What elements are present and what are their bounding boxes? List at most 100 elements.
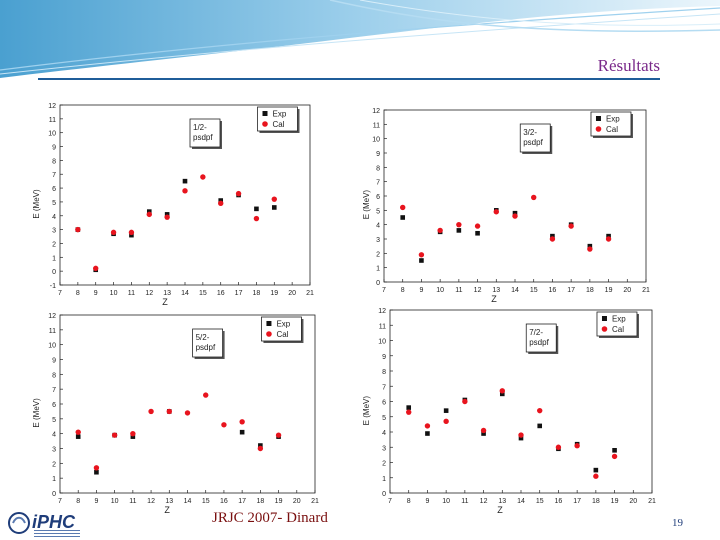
page-title: Résultats xyxy=(597,56,660,75)
x-tick-label: 21 xyxy=(642,287,650,294)
x-tick-label: 13 xyxy=(498,498,506,505)
x-tick-label: 19 xyxy=(275,498,283,505)
cal-point xyxy=(587,246,593,252)
x-tick-label: 19 xyxy=(611,498,619,505)
cal-point xyxy=(611,453,618,460)
cal-point xyxy=(518,432,524,438)
exp-point xyxy=(271,205,277,210)
exp-point xyxy=(254,206,259,212)
x-tick-label: 16 xyxy=(555,498,563,505)
x-tick-label: 20 xyxy=(288,290,296,297)
x-axis-label: Z xyxy=(497,505,503,515)
cal-point xyxy=(166,408,172,415)
x-tick-label: 17 xyxy=(235,290,243,297)
y-tick-label: 4 xyxy=(52,214,56,221)
legend-exp-label: Exp xyxy=(612,315,626,324)
y-tick-label: 7 xyxy=(376,180,380,187)
x-tick-label: 16 xyxy=(217,290,225,297)
x-tick-label: 10 xyxy=(110,290,118,297)
plot-frame xyxy=(59,314,316,494)
x-tick-label: 21 xyxy=(648,498,656,505)
y-tick-label: 7 xyxy=(52,387,56,394)
y-tick-label: 0 xyxy=(52,491,56,498)
y-tick-label: 2 xyxy=(376,251,380,258)
y-axis-label: E (MeV) xyxy=(32,398,41,428)
x-tick-label: 12 xyxy=(147,498,155,505)
y-tick-label: 12 xyxy=(48,313,56,320)
x-tick-label: 14 xyxy=(511,287,519,294)
exp-point xyxy=(182,178,188,184)
exp-point xyxy=(146,209,152,214)
y-axis-label: E (MeV) xyxy=(362,396,371,426)
exp-point xyxy=(481,431,486,436)
y-tick-label: 11 xyxy=(379,323,386,330)
x-tick-label: 10 xyxy=(111,498,119,505)
x-tick-label: 17 xyxy=(573,498,581,505)
exp-point xyxy=(94,469,99,475)
y-tick-label: 5 xyxy=(52,417,56,424)
y-tick-label: 10 xyxy=(378,339,386,346)
cal-point xyxy=(400,204,406,211)
plot-frame xyxy=(383,109,647,283)
x-axis-label: Z xyxy=(164,505,170,515)
exp-point xyxy=(550,233,555,239)
annotation-label: 3/2-psdpf xyxy=(523,128,543,147)
cal-point xyxy=(130,430,136,437)
y-tick-label: 9 xyxy=(376,151,380,158)
x-tick-label: 13 xyxy=(165,498,173,505)
y-tick-label: 5 xyxy=(52,200,56,207)
cal-point xyxy=(164,214,170,220)
y-tick-label: 5 xyxy=(382,415,386,422)
y-tick-label: 12 xyxy=(378,308,386,315)
cal-point xyxy=(512,213,518,219)
legend-cal-marker xyxy=(601,326,608,332)
y-tick-label: 11 xyxy=(49,328,56,335)
x-tick-label: 8 xyxy=(401,287,405,294)
legend-cal-label: Cal xyxy=(606,125,618,134)
y-tick-label: 8 xyxy=(382,369,386,376)
cal-point xyxy=(257,445,264,452)
exp-point xyxy=(130,434,136,439)
y-tick-label: 7 xyxy=(382,384,386,391)
y-tick-label: 11 xyxy=(49,117,56,124)
legend-cal-label: Cal xyxy=(612,325,624,334)
cal-point xyxy=(443,418,449,425)
cal-point xyxy=(110,229,117,236)
plot-frame xyxy=(59,104,311,286)
cal-point xyxy=(406,409,412,415)
y-tick-label: 2 xyxy=(52,461,56,468)
x-tick-label: 8 xyxy=(407,498,411,505)
cal-point xyxy=(275,432,282,438)
y-tick-label: 1 xyxy=(382,476,386,483)
y-tick-label: 3 xyxy=(52,447,56,454)
cal-point xyxy=(93,265,99,272)
y-tick-label: 3 xyxy=(376,237,380,244)
y-tick-label: 8 xyxy=(376,165,380,172)
cal-point xyxy=(424,423,431,429)
legend-exp-marker xyxy=(601,316,607,321)
y-tick-label: 10 xyxy=(48,343,56,350)
y-tick-label: 8 xyxy=(52,158,56,165)
cal-point xyxy=(499,388,505,394)
legend-exp-label: Exp xyxy=(606,115,620,124)
iphc-logo: iPHC xyxy=(4,506,84,540)
cal-point xyxy=(75,429,81,435)
y-tick-label: 9 xyxy=(52,145,56,152)
cal-point xyxy=(271,196,277,202)
x-tick-label: 18 xyxy=(586,287,594,294)
legend-exp-marker xyxy=(262,111,268,116)
y-tick-label: 3 xyxy=(52,228,56,235)
page-number: 19 xyxy=(672,517,683,529)
y-tick-label: 6 xyxy=(376,194,380,201)
exp-point xyxy=(406,405,412,410)
x-tick-label: 12 xyxy=(145,290,153,297)
x-tick-label: 20 xyxy=(629,498,637,505)
x-tick-label: 11 xyxy=(129,498,136,505)
annotation-box xyxy=(192,328,224,358)
cal-point xyxy=(568,223,574,229)
y-tick-label: 12 xyxy=(372,108,380,115)
x-tick-label: 9 xyxy=(94,290,98,297)
cal-point xyxy=(605,236,612,242)
